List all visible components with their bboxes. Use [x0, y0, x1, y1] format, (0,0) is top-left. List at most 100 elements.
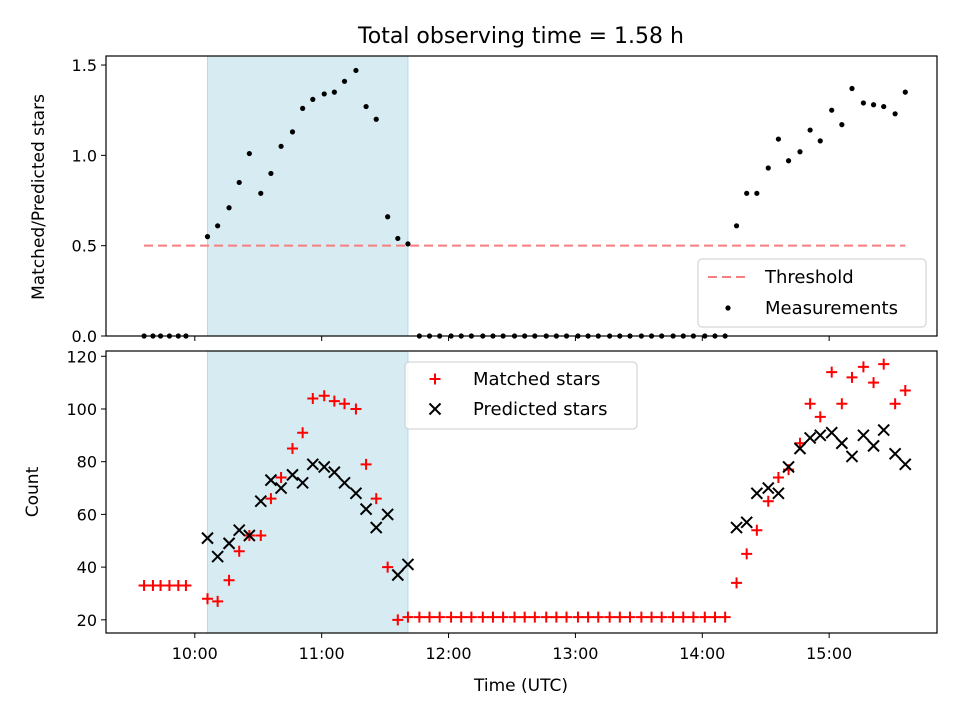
matched-star-point	[604, 611, 616, 623]
predicted-star-point	[391, 568, 405, 582]
predicted-star-point	[211, 550, 224, 563]
measurement-point	[278, 143, 284, 149]
measurement-point	[246, 150, 252, 157]
measurement-point	[215, 223, 221, 229]
matched-star-point	[868, 377, 880, 389]
matched-star-point	[751, 524, 763, 536]
top-panel: 0.0 0.5 1.0 1.5 Threshold Measurements	[72, 55, 938, 346]
measurement-point	[258, 190, 264, 196]
y-tick-label: 1.5	[72, 56, 97, 75]
y-tick-label: 60	[77, 505, 97, 524]
matched-star-point	[350, 403, 362, 415]
matched-star-point	[572, 611, 584, 623]
matched-star-point	[286, 443, 298, 455]
matched-star-point	[339, 398, 351, 410]
predicted-star-point	[825, 426, 838, 439]
matched-star-point	[762, 495, 774, 507]
matched-star-point	[402, 611, 414, 623]
matched-star-point	[424, 611, 436, 623]
legend-matched-label: Matched stars	[473, 369, 600, 390]
matched-star-point	[275, 472, 287, 484]
predicted-star-point	[750, 487, 764, 500]
matched-star-point	[519, 611, 531, 623]
measurement-point	[754, 190, 760, 196]
measurement-point	[236, 179, 242, 186]
predicted-star-point	[730, 521, 743, 534]
matched-star-point	[255, 529, 267, 541]
matched-star-point	[561, 611, 573, 623]
measurement-point	[892, 111, 898, 117]
y-tick-label: 40	[77, 558, 97, 577]
matched-star-point	[487, 611, 499, 623]
matched-star-point	[592, 611, 604, 623]
predicted-star-point	[222, 537, 236, 550]
matched-star-point	[826, 366, 838, 378]
matched-star-point	[804, 398, 816, 410]
predicted-star-point	[359, 502, 373, 516]
top-plot-frame	[105, 55, 938, 337]
matched-star-point	[814, 411, 826, 423]
predicted-star-point	[772, 487, 785, 500]
measurement-point	[341, 78, 348, 84]
matched-star-point	[328, 395, 340, 407]
matched-star-point	[509, 611, 521, 623]
predicted-star-point	[349, 487, 363, 500]
y-tick-label: 100	[66, 400, 97, 419]
matched-star-point	[212, 595, 224, 607]
matched-star-point	[899, 385, 911, 397]
shaded-region	[206, 55, 409, 337]
predicted-star-point	[845, 450, 859, 463]
bottom-panel: 20 40 60 80 100 120 10:00 11:00 12:00 13:00 14:00 1…	[66, 347, 938, 663]
measurement-point	[902, 89, 908, 95]
measurement-point	[765, 165, 771, 171]
predicted-star-point	[264, 473, 278, 487]
measurement-point	[268, 170, 274, 177]
predicted-star-point	[401, 558, 415, 571]
measurement-point	[405, 241, 411, 247]
matched-star-point	[370, 493, 382, 505]
matched-star-point	[297, 427, 309, 439]
measurement-point	[353, 67, 359, 74]
predicted-star-point	[740, 516, 753, 529]
predicted-star-point	[328, 466, 341, 479]
matched-star-point	[741, 548, 753, 560]
predicted-star-point	[370, 521, 383, 534]
predicted-star-point	[762, 481, 775, 495]
measurement-point	[829, 107, 835, 113]
matched-star-point	[307, 392, 319, 404]
y-tick-label: 120	[66, 347, 97, 366]
predicted-star-point	[286, 468, 299, 482]
measurement-point	[395, 235, 401, 242]
bottom-y-axis-label: Count	[23, 466, 43, 517]
predicted-star-point	[201, 531, 214, 545]
matched-star-point	[772, 472, 784, 484]
predicted-star-point	[306, 458, 320, 471]
measurement-point	[733, 223, 740, 229]
predicted-star-point	[318, 460, 331, 474]
x-tick-label: 12:00	[425, 644, 471, 663]
matched-star-point	[846, 371, 858, 383]
matched-star-point	[889, 398, 901, 410]
shaded-region	[206, 350, 409, 634]
predicted-star-point	[867, 439, 880, 453]
predicted-star-point	[782, 460, 795, 474]
measurement-point	[385, 214, 391, 220]
matched-star-point	[699, 611, 711, 623]
matched-star-point	[318, 390, 330, 402]
legend-box	[404, 361, 638, 430]
predicted-star-point	[793, 442, 807, 455]
matched-star-point	[223, 574, 235, 586]
y-tick-label: 80	[77, 453, 97, 472]
legend-matched-swatch	[429, 373, 441, 385]
x-tick-label: 14:00	[679, 644, 725, 663]
predicted-star-point	[877, 423, 890, 437]
legend-predicted-label: Predicted stars	[473, 399, 607, 420]
predicted-star-point	[254, 495, 267, 508]
predicted-star-point	[233, 524, 246, 537]
matched-star-point	[624, 611, 636, 623]
matched-star-point	[709, 611, 721, 623]
matched-star-point	[731, 577, 743, 589]
y-tick-label: 0.5	[72, 237, 97, 256]
matched-star-point	[445, 611, 457, 623]
